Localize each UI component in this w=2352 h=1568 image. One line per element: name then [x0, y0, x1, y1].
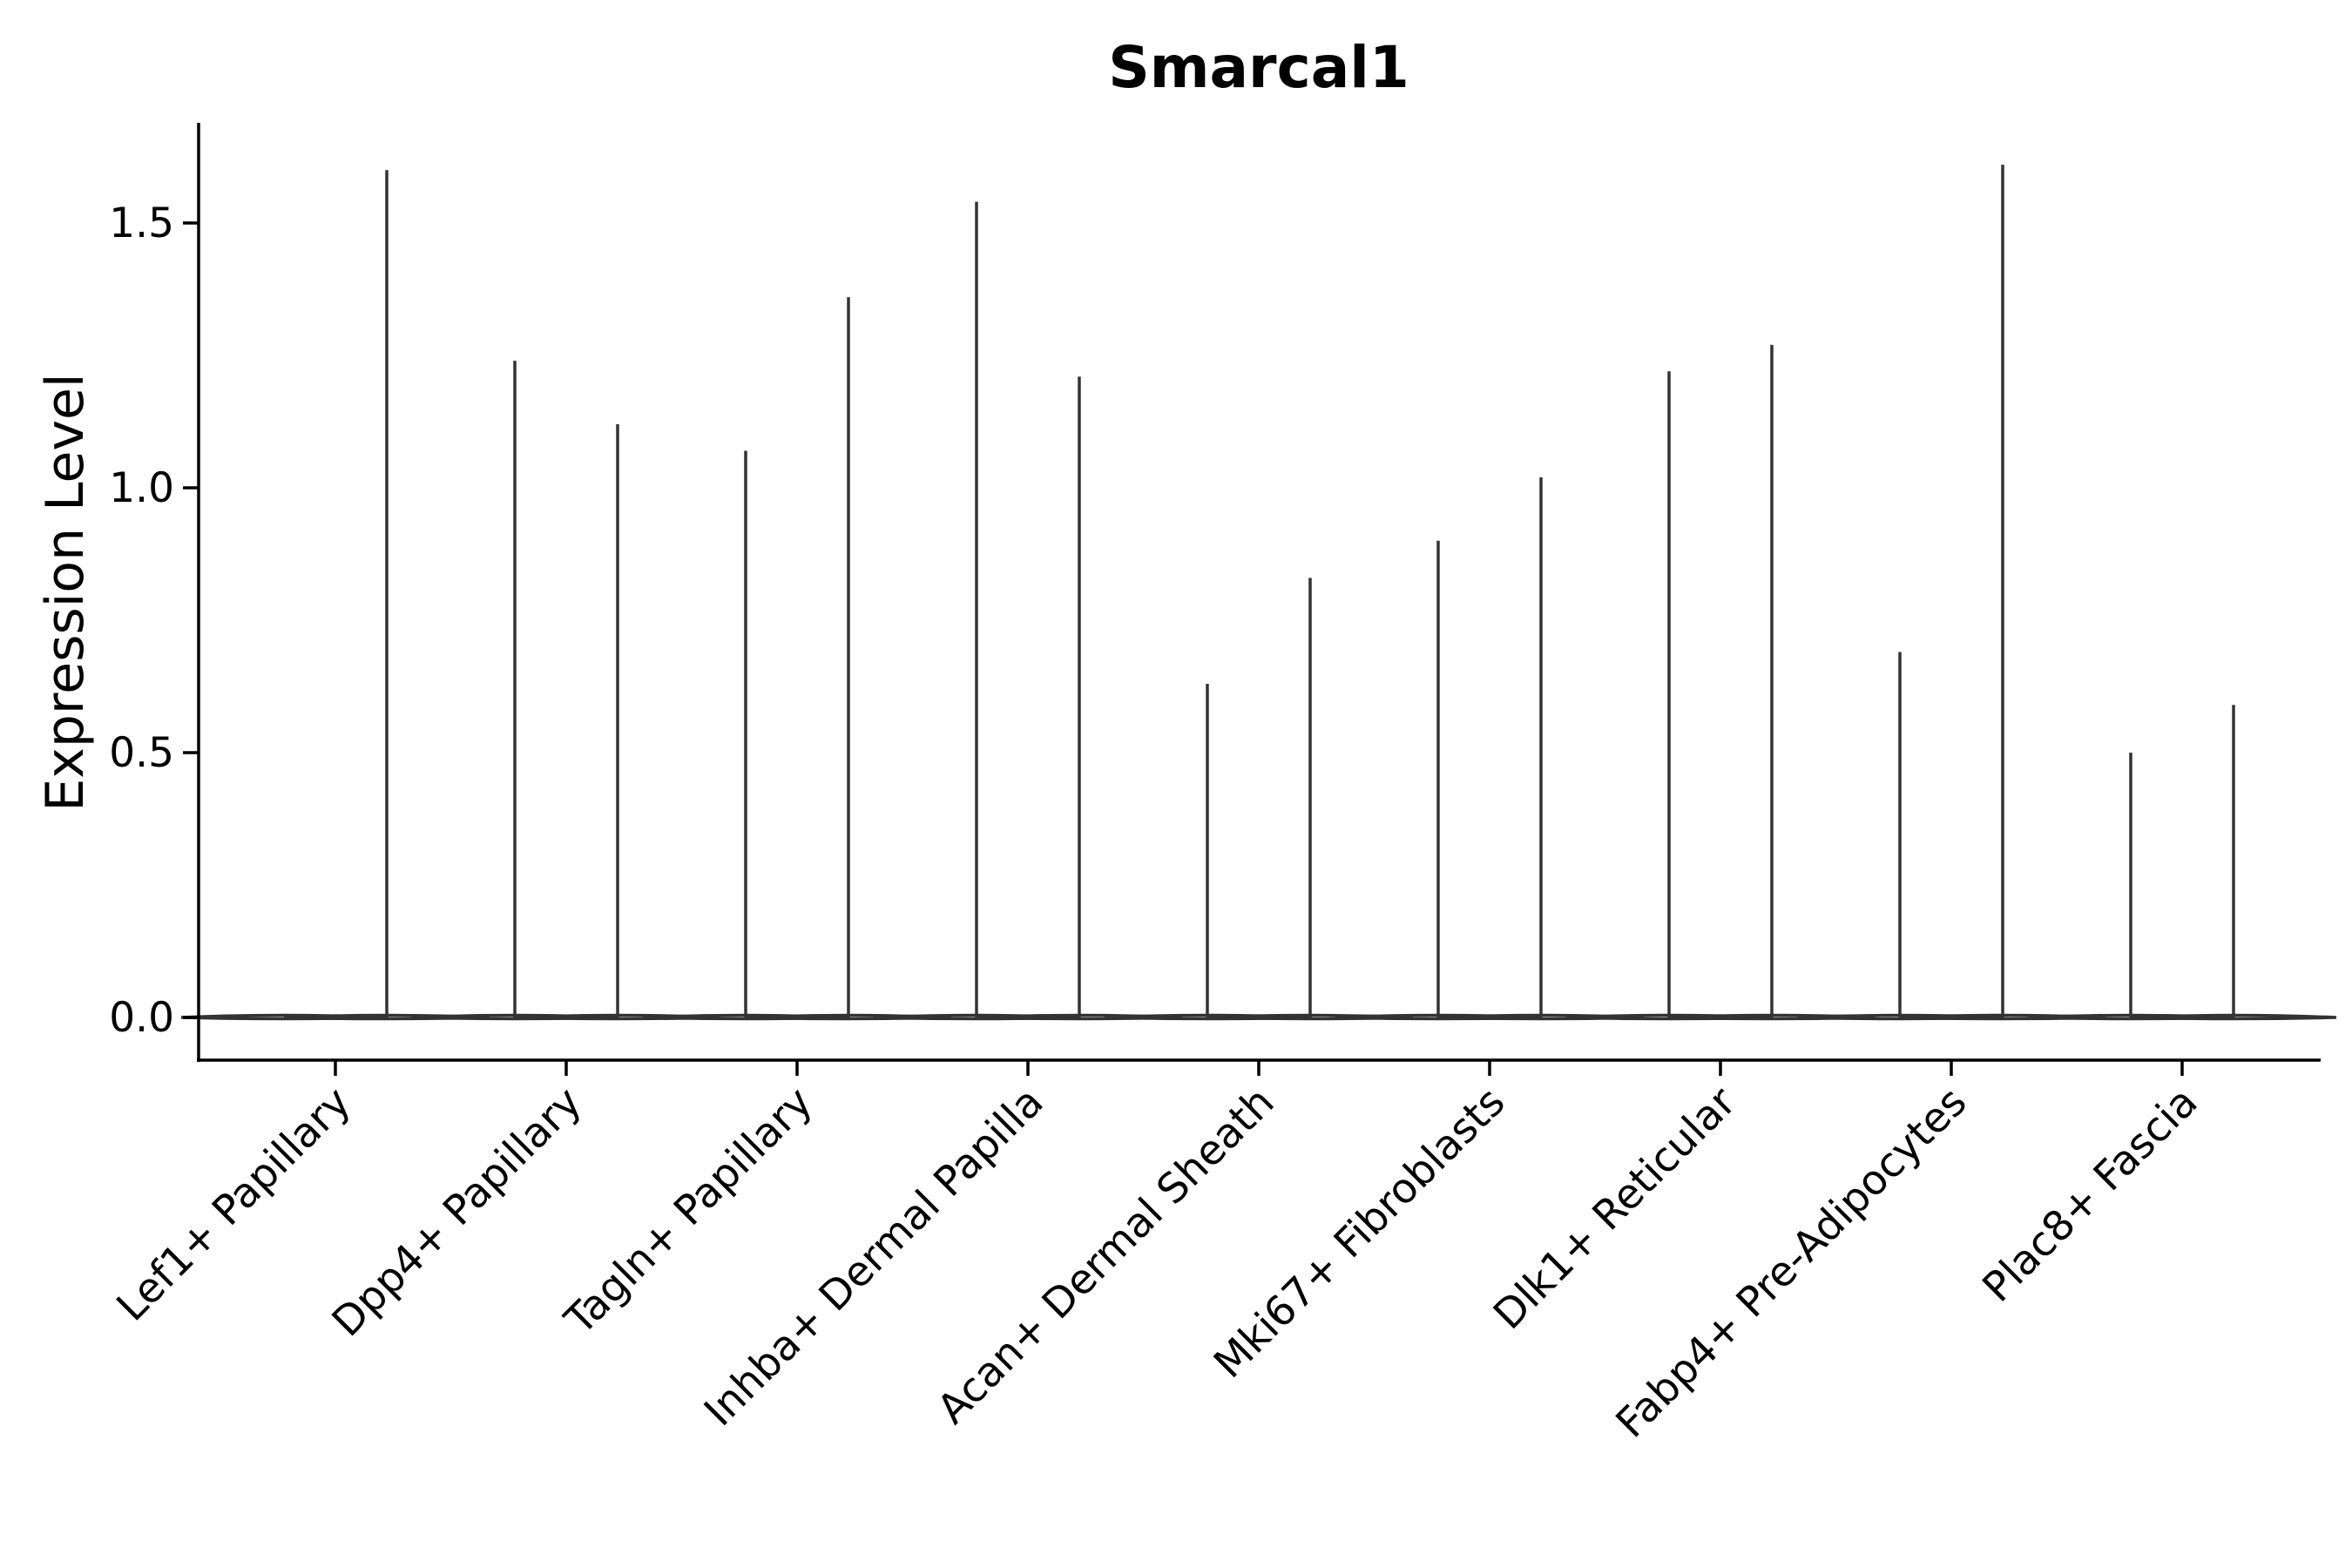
violin [1206, 578, 1414, 1021]
y-axis-ticks: 0.0 0.5 1.0 1.5 [109, 199, 199, 1042]
violin-base [2130, 1013, 2337, 1021]
violin [1335, 540, 1542, 1021]
violin [411, 361, 618, 1021]
x-tick-label: Tagln+ Papillary [556, 1078, 822, 1345]
violin [1565, 371, 1773, 1021]
violin [2027, 753, 2234, 1021]
y-axis-label: Expression Level [35, 373, 96, 811]
violin [642, 450, 849, 1021]
x-tick-label: Plac8+ Fascia [1974, 1078, 2207, 1312]
violin [745, 297, 952, 1021]
y-tick-label: 0.5 [109, 729, 174, 777]
violin [1899, 165, 2106, 1021]
violin [1104, 683, 1311, 1021]
violin [514, 424, 721, 1021]
violin [1796, 652, 2004, 1021]
y-tick-label: 0.0 [109, 994, 174, 1042]
chart-title: Smarcal1 [1108, 34, 1409, 101]
violin [2130, 705, 2337, 1021]
x-tick-label: Dpp4+ Papillary [323, 1078, 591, 1347]
y-tick-label: 1.5 [109, 199, 174, 247]
x-tick-label: Dlk1+ Reticular [1484, 1078, 1746, 1339]
x-tick-label: Lef1+ Papillary [108, 1078, 361, 1331]
violin [873, 201, 1080, 1021]
violin [283, 170, 490, 1021]
violin [1437, 476, 1645, 1021]
violin [976, 376, 1183, 1021]
y-tick-label: 1.0 [109, 464, 174, 512]
violin-group [180, 165, 2337, 1021]
violin [1668, 344, 1876, 1021]
